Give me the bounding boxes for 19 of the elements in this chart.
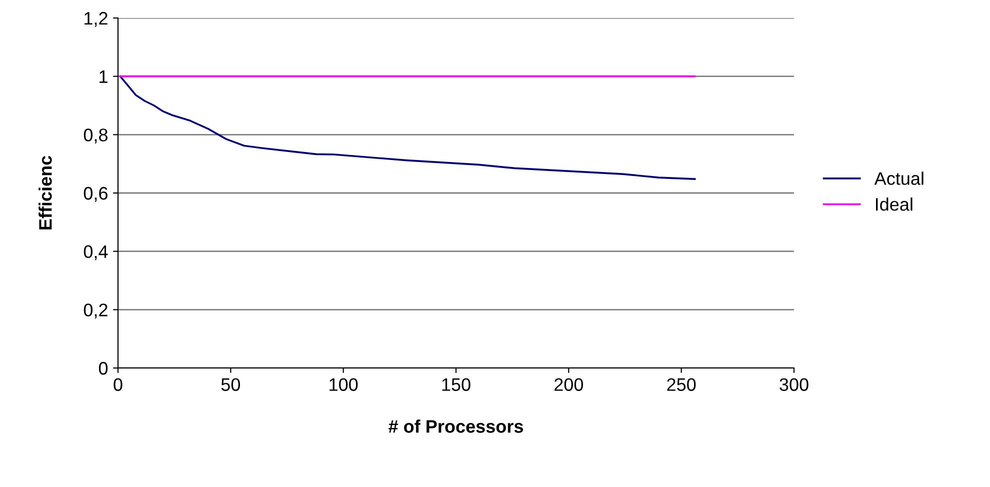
x-tick-label: 50 — [221, 378, 240, 391]
x-tick-label: 200 — [554, 378, 584, 391]
y-tick-label: 0,2 — [84, 304, 108, 319]
x-axis-title: # of Processors — [388, 420, 524, 433]
y-tick-label: 0,6 — [84, 186, 108, 202]
x-tick-label: 0 — [114, 378, 122, 391]
y-tick-label: 1 — [100, 70, 108, 83]
legend-label: Ideal — [876, 198, 912, 211]
y-axis-title: Efficienc — [38, 156, 52, 230]
x-tick-label: 300 — [780, 378, 808, 391]
y-tick-label: 0,4 — [84, 245, 108, 260]
y-tick-label: 0 — [98, 362, 108, 375]
line-series — [119, 75, 696, 180]
x-tick-label: 150 — [442, 378, 470, 391]
y-tick-label: 1,2 — [84, 12, 108, 27]
x-tick-label: 250 — [667, 378, 696, 391]
x-tick-label: 100 — [330, 378, 358, 391]
y-tick-label: 0,8 — [84, 128, 108, 144]
legend-label: Actual — [874, 172, 924, 185]
